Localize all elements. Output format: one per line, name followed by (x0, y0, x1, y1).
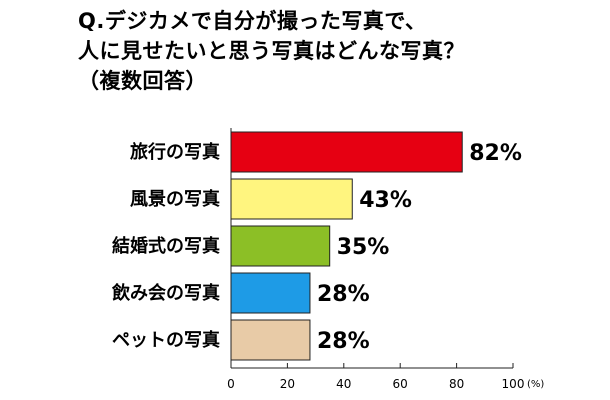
category-label-3: 結婚式の写真 (112, 235, 220, 257)
x-tick-label-100: 100 (502, 377, 525, 391)
x-tick-label-80: 80 (449, 377, 464, 391)
value-label-5: 28% (317, 329, 370, 354)
bar-3 (230, 225, 331, 267)
category-label-1: 旅行の写真 (130, 141, 220, 163)
bar-5 (230, 319, 311, 361)
value-label-1: 82% (469, 141, 522, 166)
category-label-5: ペットの写真 (112, 329, 220, 351)
category-label-2: 風景の写真 (130, 188, 220, 210)
value-label-4: 28% (317, 282, 370, 307)
title-line-1: Q.デジカメで自分が撮った写真で、 (78, 9, 427, 33)
x-tick-label-40: 40 (336, 377, 351, 391)
bar-2 (230, 178, 353, 220)
x-axis-unit: (%) (527, 379, 544, 390)
chart-title: Q.デジカメで自分が撮った写真で、 人に見せたいと思う写真はどんな写真？ （複数… (78, 6, 598, 96)
value-label-3: 35% (337, 235, 390, 260)
bar-1 (230, 131, 463, 173)
title-line-2: 人に見せたいと思う写真はどんな写真？ (78, 39, 465, 63)
title-line-3: （複数回答） (78, 69, 207, 93)
x-tick-label-60: 60 (393, 377, 408, 391)
bar-4 (230, 272, 311, 314)
x-tick-label-20: 20 (280, 377, 295, 391)
x-tick-label-0: 0 (227, 377, 235, 391)
category-label-4: 飲み会の写真 (111, 282, 220, 304)
value-label-2: 43% (359, 188, 412, 213)
